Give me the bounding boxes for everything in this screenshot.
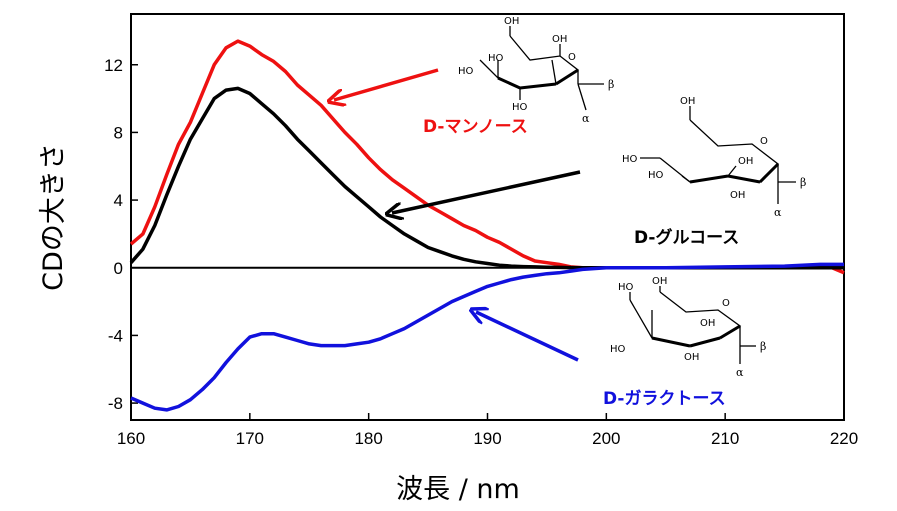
plot-frame bbox=[130, 13, 845, 421]
x-axis-title: 波長 / nm bbox=[396, 474, 520, 505]
mannose-ho-mid: HO bbox=[488, 53, 504, 64]
galactose-ho-top: HO bbox=[618, 282, 634, 293]
glucose-oh-top: OH bbox=[680, 96, 695, 107]
mannose-label: D-マンノース bbox=[423, 117, 528, 137]
x-tick-label: 160 bbox=[117, 429, 145, 448]
mannose-arrow bbox=[334, 68, 439, 100]
y-tick-label: -8 bbox=[108, 394, 123, 413]
galactose-beta: β bbox=[760, 340, 766, 353]
glucose-ho-mid: HO bbox=[648, 170, 664, 181]
galactose-oh-right: OH bbox=[700, 318, 715, 329]
mannose-ho-bottom: HO bbox=[512, 102, 528, 113]
galactose-series-line bbox=[130, 262, 844, 412]
galactose-structure-icon bbox=[629, 286, 756, 364]
mannose-o: O bbox=[568, 52, 576, 63]
glucose-beta: β bbox=[800, 176, 806, 189]
x-axis: 160 170 180 190 200 210 220 bbox=[117, 413, 858, 448]
mannose-structure-icon bbox=[479, 26, 604, 111]
galactose-arrow bbox=[476, 312, 579, 362]
galactose-ho-left: HO bbox=[610, 344, 626, 355]
glucose-label: D-グルコース bbox=[634, 227, 739, 248]
x-tick-label: 180 bbox=[354, 429, 382, 448]
galactose-o: O bbox=[722, 298, 730, 309]
x-tick-label: 170 bbox=[236, 429, 264, 448]
x-tick-label: 200 bbox=[592, 429, 620, 448]
galactose-alpha: α bbox=[736, 366, 744, 379]
glucose-oh-right: OH bbox=[738, 156, 753, 167]
y-axis: -8 -4 0 4 8 12 bbox=[104, 56, 138, 413]
glucose-oh-bottom: OH bbox=[730, 190, 745, 201]
glucose-arrow bbox=[392, 170, 581, 213]
mannose-alpha: α bbox=[582, 112, 590, 125]
x-tick-label: 220 bbox=[830, 429, 858, 448]
series-lines bbox=[129, 39, 845, 412]
galactose-oh-bottom: OH bbox=[684, 352, 699, 363]
galactose-label: D-ガラクトース bbox=[603, 389, 726, 409]
glucose-alpha: α bbox=[774, 206, 782, 219]
y-tick-label: 8 bbox=[114, 123, 123, 142]
glucose-series-line bbox=[129, 86, 844, 270]
y-tick-label: 0 bbox=[114, 259, 123, 278]
mannose-oh-right: OH bbox=[552, 34, 567, 45]
mannose-beta: β bbox=[608, 78, 614, 91]
mannose-oh-top: OH bbox=[504, 16, 519, 27]
glucose-structure-icon bbox=[640, 106, 796, 204]
galactose-oh-top: OH bbox=[652, 276, 667, 287]
mannose-ho-left: HO bbox=[458, 66, 474, 77]
y-tick-label: 12 bbox=[104, 56, 123, 75]
y-tick-label: -4 bbox=[108, 326, 123, 345]
x-tick-label: 210 bbox=[711, 429, 739, 448]
y-tick-label: 4 bbox=[114, 191, 123, 210]
y-axis-title: CDの大きさ bbox=[38, 143, 69, 291]
glucose-ho-left: HO bbox=[622, 154, 638, 165]
x-tick-label: 190 bbox=[473, 429, 501, 448]
glucose-o: O bbox=[760, 136, 768, 147]
